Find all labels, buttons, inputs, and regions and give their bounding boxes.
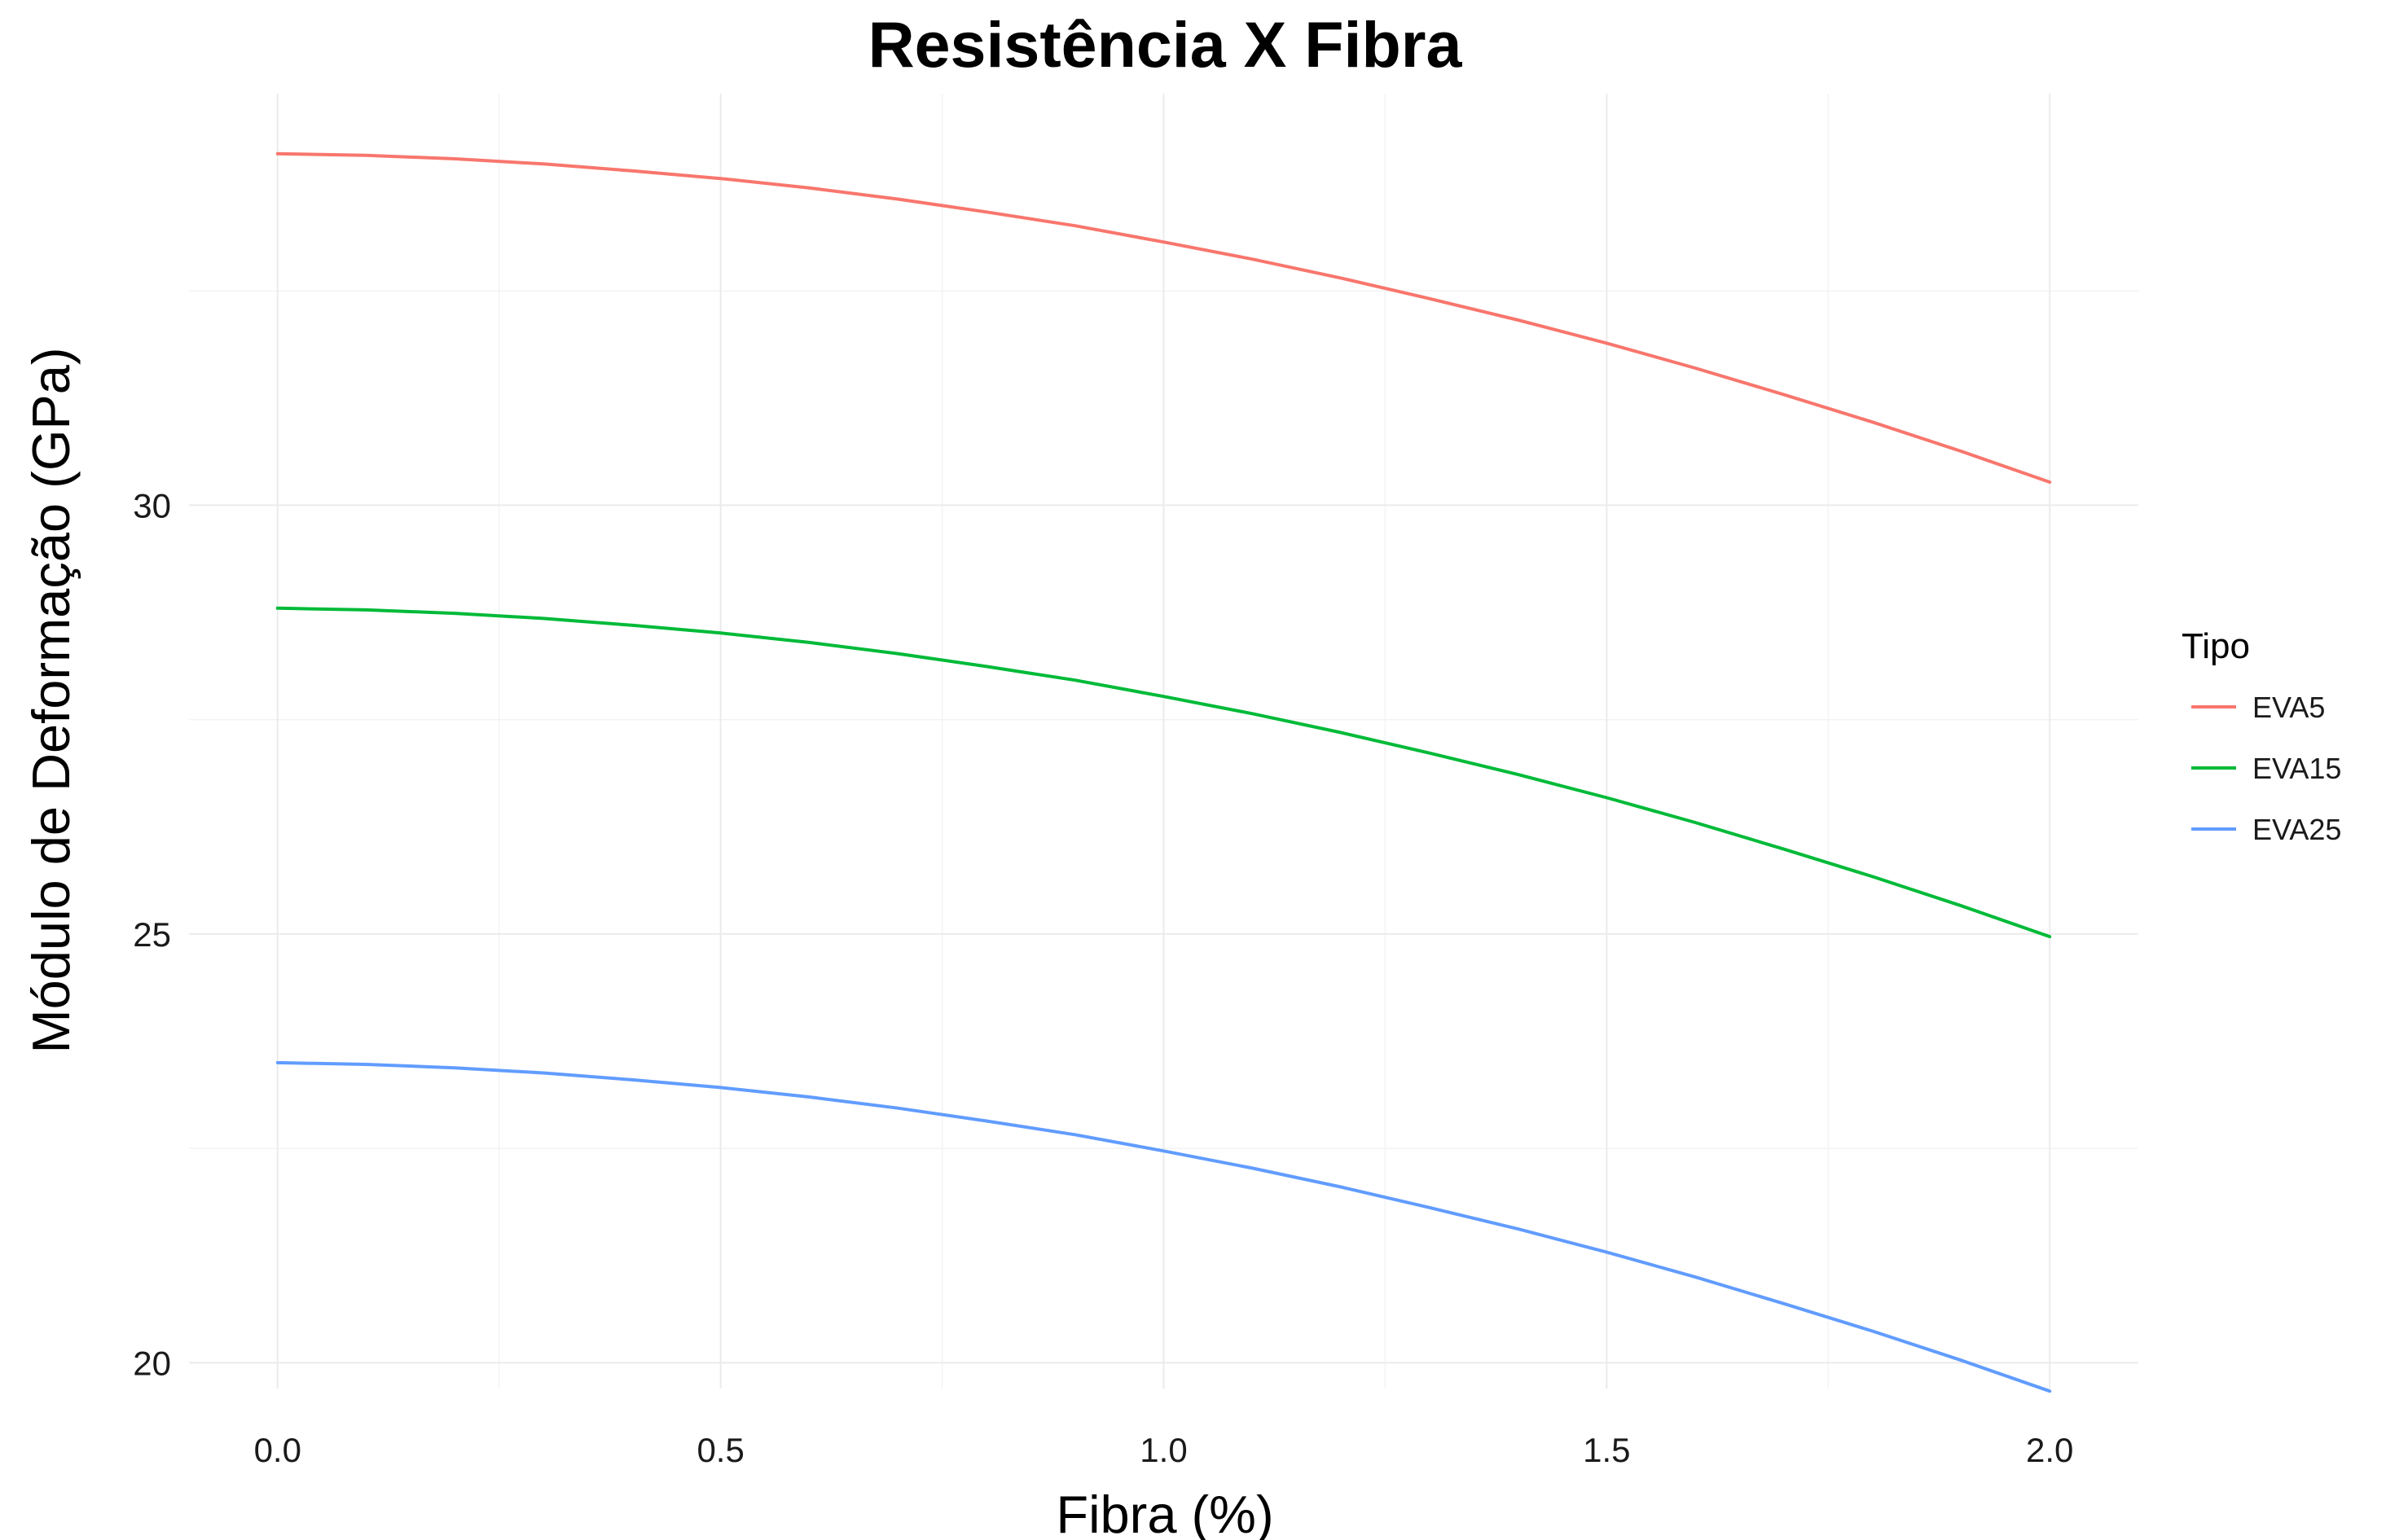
x-axis-title: Fibra (%)	[1056, 1485, 1273, 1540]
legend-label-eva15: EVA15	[2252, 752, 2341, 785]
y-tick-label: 20	[133, 1344, 171, 1382]
series-line-eva5	[275, 151, 2052, 484]
legend: Tipo EVA5 EVA15 EVA25	[2182, 626, 2341, 846]
x-tick-label: 1.0	[1140, 1431, 1187, 1469]
x-tick-label: 2.0	[2026, 1431, 2073, 1469]
grid	[189, 94, 2138, 1389]
y-tick-label: 30	[133, 486, 171, 524]
x-axis-tick-labels: 0.0 0.5 1.0 1.5 2.0	[254, 1431, 2074, 1469]
legend-label-eva5: EVA5	[2252, 691, 2325, 724]
series-line-eva15	[275, 606, 2052, 939]
y-axis-tick-labels: 20 25 30	[133, 486, 171, 1382]
series-line-eva25	[275, 1060, 2052, 1393]
legend-items: EVA5 EVA15 EVA25	[2191, 691, 2341, 846]
chart-title: Resistência X Fibra	[868, 8, 1463, 81]
legend-title: Tipo	[2182, 626, 2250, 666]
legend-label-eva25: EVA25	[2252, 813, 2341, 846]
x-tick-label: 0.0	[254, 1431, 301, 1469]
series-lines	[275, 151, 2052, 1393]
x-tick-label: 1.5	[1583, 1431, 1630, 1469]
y-axis-title: Módulo de Deformação (GPa)	[21, 347, 81, 1053]
y-tick-label: 25	[133, 915, 171, 954]
x-tick-label: 0.5	[696, 1431, 744, 1469]
